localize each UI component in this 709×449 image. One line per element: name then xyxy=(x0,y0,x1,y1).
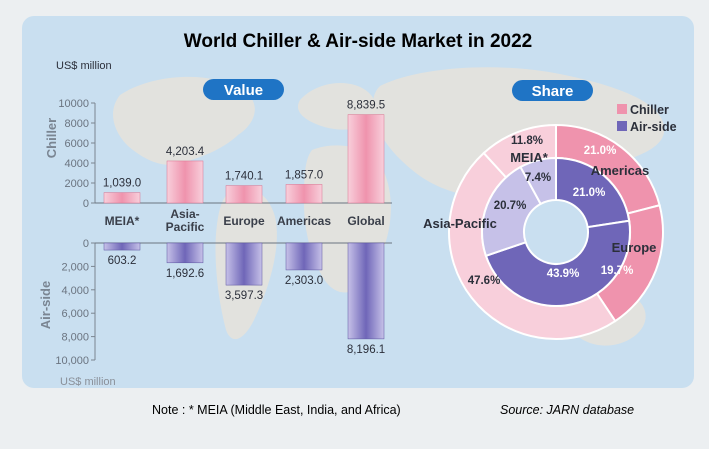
value-badge xyxy=(203,79,284,100)
airside-share-label-asia: 20.7% xyxy=(494,200,527,212)
chiller-bar xyxy=(103,192,141,204)
category-label-line: MEIA* xyxy=(105,214,140,228)
airside-slice-1 xyxy=(555,156,631,229)
category-label: MEIA* xyxy=(105,214,140,228)
category-label: Global xyxy=(347,214,384,228)
chiller-value-label: 4,203.4 xyxy=(166,146,205,158)
airside-bar xyxy=(225,242,263,286)
share-badge-label: Share xyxy=(532,83,574,100)
category-label-line: Global xyxy=(347,214,384,228)
chiller-bar xyxy=(225,185,263,204)
chiller-value-label: 1,740.1 xyxy=(225,171,263,183)
airside-value-label: 1,692.6 xyxy=(166,268,204,280)
footnote: Note : * MEIA (Middle East, India, and A… xyxy=(152,403,401,417)
airside-ytick-label: 4,000 xyxy=(61,285,89,297)
region-label-asia-pacific: Asia-Pacific xyxy=(423,216,497,231)
chiller-ytick-label: 2000 xyxy=(65,178,89,190)
source-note: Source: JARN database xyxy=(500,403,634,417)
category-label-line: Americas xyxy=(277,214,331,228)
legend-label-airside: Air-side xyxy=(630,120,677,134)
chiller-share-label-meia: 11.8% xyxy=(511,135,543,147)
airside-value-label: 2,303.0 xyxy=(285,275,323,287)
airside-ytick-label: 2,000 xyxy=(61,261,89,273)
chiller-bar xyxy=(166,160,204,204)
legend-swatch-chiller xyxy=(617,104,627,114)
chiller-value-label: 8,839.5 xyxy=(347,100,385,112)
chiller-bar xyxy=(285,184,323,204)
airside-axis-label: Air-side xyxy=(38,281,53,329)
chiller-share-label-americas: 21.0% xyxy=(584,145,617,157)
category-label-line: Europe xyxy=(223,214,265,228)
airside-value-label: 3,597.3 xyxy=(225,290,263,302)
airside-slice-4 xyxy=(519,156,557,206)
airside-bar xyxy=(166,242,204,264)
airside-ytick-label: 6,000 xyxy=(61,308,89,320)
value-badge-label: Value xyxy=(224,82,263,99)
chiller-ytick-label: 6000 xyxy=(65,138,89,150)
chiller-axis-label: Chiller xyxy=(44,118,59,158)
category-label: Europe xyxy=(223,214,265,228)
chiller-value-label: 1,039.0 xyxy=(103,178,141,190)
legend-label-chiller: Chiller xyxy=(630,103,669,117)
chiller-bar xyxy=(347,114,385,204)
share-badge xyxy=(512,80,593,101)
chiller-ytick-label: 10000 xyxy=(58,98,89,110)
chiller-ytick-label: 8000 xyxy=(65,118,89,130)
airside-bar xyxy=(103,242,141,251)
category-label-line: Asia- xyxy=(170,207,199,221)
chiller-ytick-label: 4000 xyxy=(65,158,89,170)
chiller-value-label: 1,857.0 xyxy=(285,169,323,181)
chiller-ytick-label: 0 xyxy=(83,198,89,210)
category-label: Americas xyxy=(277,214,331,228)
airside-slice-3 xyxy=(481,165,543,258)
chiller-share-label-asia: 47.6% xyxy=(468,275,501,287)
chiller-share-label-europe: 19.7% xyxy=(601,265,634,277)
airside-share-label-meia: 7.4% xyxy=(525,172,551,184)
legend-swatch-airside xyxy=(617,121,627,131)
value-bar-chart: Value US$ million US$ million 0 2000 4000 6000… xyxy=(38,60,392,388)
airside-bar xyxy=(347,242,385,340)
airside-share-label-europe: 43.9% xyxy=(547,268,580,280)
region-label-europe: Europe xyxy=(612,240,657,255)
category-label: Asia-Pacific xyxy=(166,207,205,234)
airside-ytick-label: 8,000 xyxy=(61,332,89,344)
top-axis-unit: US$ million xyxy=(56,60,112,72)
airside-ytick-label: 10,000 xyxy=(55,355,89,367)
share-donut-chart: Share Chiller Air-side 21.0% 19.7% 47.6% 11.8%… xyxy=(423,80,677,340)
bottom-axis-unit: US$ million xyxy=(60,376,116,388)
chart-title: World Chiller & Air-side Market in 2022 xyxy=(184,31,532,52)
airside-value-label: 603.2 xyxy=(108,255,137,267)
airside-ytick-label: 0 xyxy=(83,238,89,250)
region-label-americas: Americas xyxy=(591,163,650,178)
airside-bar xyxy=(285,242,323,271)
category-label-line: Pacific xyxy=(166,220,205,234)
airside-value-label: 8,196.1 xyxy=(347,344,385,356)
airside-share-label-americas: 21.0% xyxy=(573,187,606,199)
region-label-meia: MEIA* xyxy=(510,150,549,165)
airside-slice-2 xyxy=(484,219,631,308)
